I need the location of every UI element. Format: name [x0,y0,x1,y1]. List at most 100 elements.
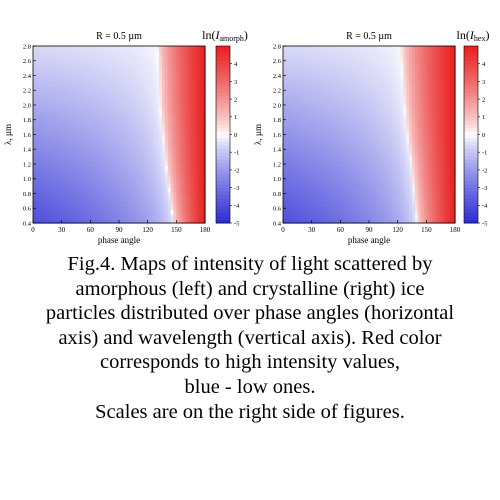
heatmap-cell [323,72,327,78]
heatmap-cell [35,161,40,167]
heatmap-cell [199,107,203,113]
heatmap-cell [127,209,132,215]
heatmap-cell [343,90,347,96]
heatmap-cell [323,54,327,60]
heatmap-cell [119,209,123,215]
heatmap-cell [391,125,396,131]
heatmap-cell [440,116,445,122]
heatmap-cell [414,103,419,109]
colorbar-segment [464,113,478,118]
heatmap-cell [35,130,40,136]
heatmap-cell [176,59,180,65]
heatmap-cell [58,94,63,100]
heatmap-cell [58,183,63,189]
heatmap-cell [170,99,175,105]
heatmap-cell [156,125,160,131]
heatmap-cell [348,46,353,52]
heatmap-cell [320,121,324,127]
heatmap-cell [147,103,152,109]
heatmap-cell [150,103,154,109]
heatmap-cell [153,107,157,113]
heatmap-cell [90,107,94,113]
heatmap-cell [84,205,89,211]
heatmap-cell [78,165,83,171]
heatmap-cell [294,161,298,167]
heatmap-cell [81,218,86,224]
heatmap-cell [386,130,390,136]
heatmap-cell [78,218,83,224]
heatmap-cell [101,68,106,74]
heatmap-cell [136,174,140,180]
heatmap-cell [420,134,425,140]
heatmap-cell [432,116,436,122]
heatmap-cell [73,200,77,206]
heatmap-cell [190,218,195,224]
y-tick-label: 2.0 [23,102,31,109]
chart-title: R = 0.5 µm [96,31,142,42]
heatmap-cell [55,200,60,206]
heatmap-cell [33,187,37,193]
heatmap-cell [314,138,318,144]
heatmap-cell [141,125,146,131]
heatmap-cell [291,178,296,184]
heatmap-cell [156,138,160,144]
heatmap-cell [331,218,336,224]
heatmap-cell [61,165,66,171]
heatmap-cell [33,125,37,131]
heatmap-cell [113,161,117,167]
colorbar-segment [464,138,478,143]
heatmap-cell [363,63,367,69]
heatmap-cell [326,68,330,74]
heatmap-cell [96,46,100,52]
heatmap-cell [159,59,163,65]
heatmap-cell [337,209,341,215]
heatmap-cell [113,76,117,82]
heatmap-cell [144,169,149,175]
heatmap-cell [400,209,404,215]
heatmap-cell [305,205,310,211]
heatmap-cell [371,112,376,118]
heatmap-cell [96,54,100,60]
heatmap-cell [113,72,117,78]
heatmap-cell [47,81,51,87]
heatmap-cell [190,174,195,180]
heatmap-cell [432,72,436,78]
heatmap-cell [33,214,37,220]
heatmap-cell [147,169,152,175]
heatmap-cell [288,72,293,78]
heatmap-cell [184,90,189,96]
heatmap-cell [391,205,396,211]
heatmap-cell [127,81,132,87]
heatmap-cell [70,63,74,69]
heatmap-cell [187,125,192,131]
heatmap-cell [164,103,169,109]
heatmap-cell [366,130,370,136]
heatmap-cell [73,152,77,158]
heatmap-cell [437,99,442,105]
heatmap-cell [432,94,436,100]
heatmap-cell [153,147,157,153]
heatmap-cell [354,138,359,144]
heatmap-cell [314,103,318,109]
heatmap-cell [58,200,63,206]
heatmap-cell [64,116,68,122]
heatmap-cell [391,90,396,96]
heatmap-cell [429,187,433,193]
heatmap-cell [440,90,445,96]
heatmap-cell [314,156,318,162]
heatmap-cell [351,161,356,167]
heatmap-cell [337,107,341,113]
heatmap-cell [176,46,180,52]
heatmap-cell [283,209,287,215]
colorbar-segment [216,176,230,182]
heatmap-cell [386,196,390,202]
heatmap-cell [371,218,376,224]
heatmap-cell [328,183,333,189]
heatmap-cell [127,152,132,158]
heatmap-cell [187,161,192,167]
heatmap-cell [426,205,430,211]
heatmap-cell [190,138,195,144]
heatmap-cell [311,54,316,60]
heatmap-cell [383,200,387,206]
heatmap-cell [124,161,129,167]
